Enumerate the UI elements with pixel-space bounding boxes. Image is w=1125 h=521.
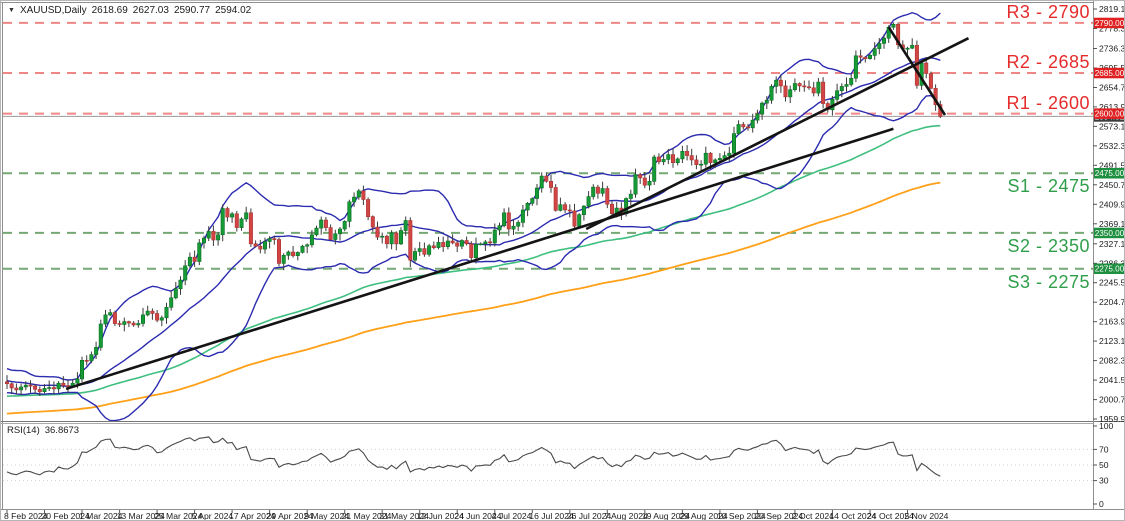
svg-text:2409.90: 2409.90 [1099, 199, 1125, 209]
svg-text:1 Mar 2024: 1 Mar 2024 [79, 511, 123, 521]
svg-text:9 May 2024: 9 May 2024 [304, 511, 349, 521]
svg-text:20 Sep 2024: 20 Sep 2024 [754, 511, 803, 521]
svg-text:10 Sep 2024: 10 Sep 2024 [717, 511, 766, 521]
svg-text:2819.10: 2819.10 [1099, 4, 1125, 14]
svg-text:2275.00: 2275.00 [1095, 265, 1125, 274]
svg-text:2532.30: 2532.30 [1099, 141, 1125, 151]
price-axis[interactable]: 2819.102778.302736.302695.502654.702613.… [1093, 4, 1125, 424]
svg-text:2450.70: 2450.70 [1099, 180, 1125, 190]
svg-text:2327.10: 2327.10 [1099, 239, 1125, 249]
candles-layer[interactable] [5, 22, 943, 396]
svg-text:2204.70: 2204.70 [1099, 297, 1125, 307]
svg-text:50: 50 [1099, 460, 1109, 470]
svg-text:29 Apr 2024: 29 Apr 2024 [267, 511, 314, 521]
svg-text:5 Apr 2024: 5 Apr 2024 [192, 511, 234, 521]
bollinger-middle-line [6, 57, 941, 388]
svg-text:19 Aug 2024: 19 Aug 2024 [642, 511, 690, 521]
trendline-1[interactable] [65, 127, 894, 391]
svg-text:12 Jun 2024: 12 Jun 2024 [417, 511, 465, 521]
price-axis-badges: 2594.022790.002685.002600.002475.002350.… [1094, 17, 1125, 274]
svg-text:16 Jul 2024: 16 Jul 2024 [529, 511, 574, 521]
svg-text:2123.10: 2123.10 [1099, 336, 1125, 346]
svg-text:7 Aug 2024: 7 Aug 2024 [604, 511, 648, 521]
svg-text:2654.70: 2654.70 [1099, 83, 1125, 93]
svg-text:25 Mar 2024: 25 Mar 2024 [154, 511, 202, 521]
svg-text:20 Feb 2024: 20 Feb 2024 [42, 511, 90, 521]
svg-text:2041.50: 2041.50 [1099, 375, 1125, 385]
svg-text:8 Feb 2024: 8 Feb 2024 [4, 511, 48, 521]
svg-text:30: 30 [1099, 476, 1109, 486]
svg-text:4 Jul 2024: 4 Jul 2024 [492, 511, 532, 521]
svg-text:2491.50: 2491.50 [1099, 160, 1125, 170]
ma-orange-line [6, 181, 941, 415]
svg-text:2082.30: 2082.30 [1099, 356, 1125, 366]
svg-text:2000.70: 2000.70 [1099, 395, 1125, 405]
rsi-panel[interactable]: 100 70 50 30 0 [3, 421, 1114, 509]
svg-text:1959.90: 1959.90 [1099, 414, 1125, 424]
svg-text:29 Aug 2024: 29 Aug 2024 [679, 511, 727, 521]
svg-text:2613.90: 2613.90 [1099, 102, 1125, 112]
svg-text:17 Apr 2024: 17 Apr 2024 [229, 511, 276, 521]
svg-text:70: 70 [1099, 444, 1109, 454]
svg-text:13 Mar 2024: 13 Mar 2024 [117, 511, 165, 521]
svg-text:100: 100 [1099, 421, 1114, 431]
svg-text:31 May 2024: 31 May 2024 [379, 511, 429, 521]
svg-text:2475.00: 2475.00 [1095, 169, 1125, 178]
trendline-3[interactable] [887, 26, 947, 116]
svg-text:2573.10: 2573.10 [1099, 121, 1125, 131]
svg-text:2350.00: 2350.00 [1095, 229, 1125, 238]
trendline-2[interactable] [585, 37, 970, 231]
svg-text:2736.30: 2736.30 [1099, 44, 1125, 54]
svg-text:2685.00: 2685.00 [1095, 69, 1125, 78]
svg-text:14 Oct 2024: 14 Oct 2024 [829, 511, 876, 521]
svg-text:2286.30: 2286.30 [1099, 258, 1125, 268]
svg-text:2369.10: 2369.10 [1099, 219, 1125, 229]
svg-text:2 Oct 2024: 2 Oct 2024 [792, 511, 834, 521]
svg-text:26 Jul 2024: 26 Jul 2024 [567, 511, 612, 521]
svg-text:24 Jun 2024: 24 Jun 2024 [454, 511, 502, 521]
svg-text:21 May 2024: 21 May 2024 [342, 511, 392, 521]
svg-text:2163.90: 2163.90 [1099, 317, 1125, 327]
svg-text:5 Nov 2024: 5 Nov 2024 [905, 511, 949, 521]
svg-text:24 Oct 2024: 24 Oct 2024 [867, 511, 914, 521]
svg-text:2245.50: 2245.50 [1099, 278, 1125, 288]
bollinger-upper-line [6, 11, 941, 381]
svg-text:0: 0 [1099, 499, 1104, 509]
svg-text:2790.00: 2790.00 [1095, 19, 1125, 28]
bollinger-lower-line [6, 94, 941, 422]
svg-text:2778.30: 2778.30 [1099, 24, 1125, 34]
svg-text:2600.00: 2600.00 [1095, 110, 1125, 119]
